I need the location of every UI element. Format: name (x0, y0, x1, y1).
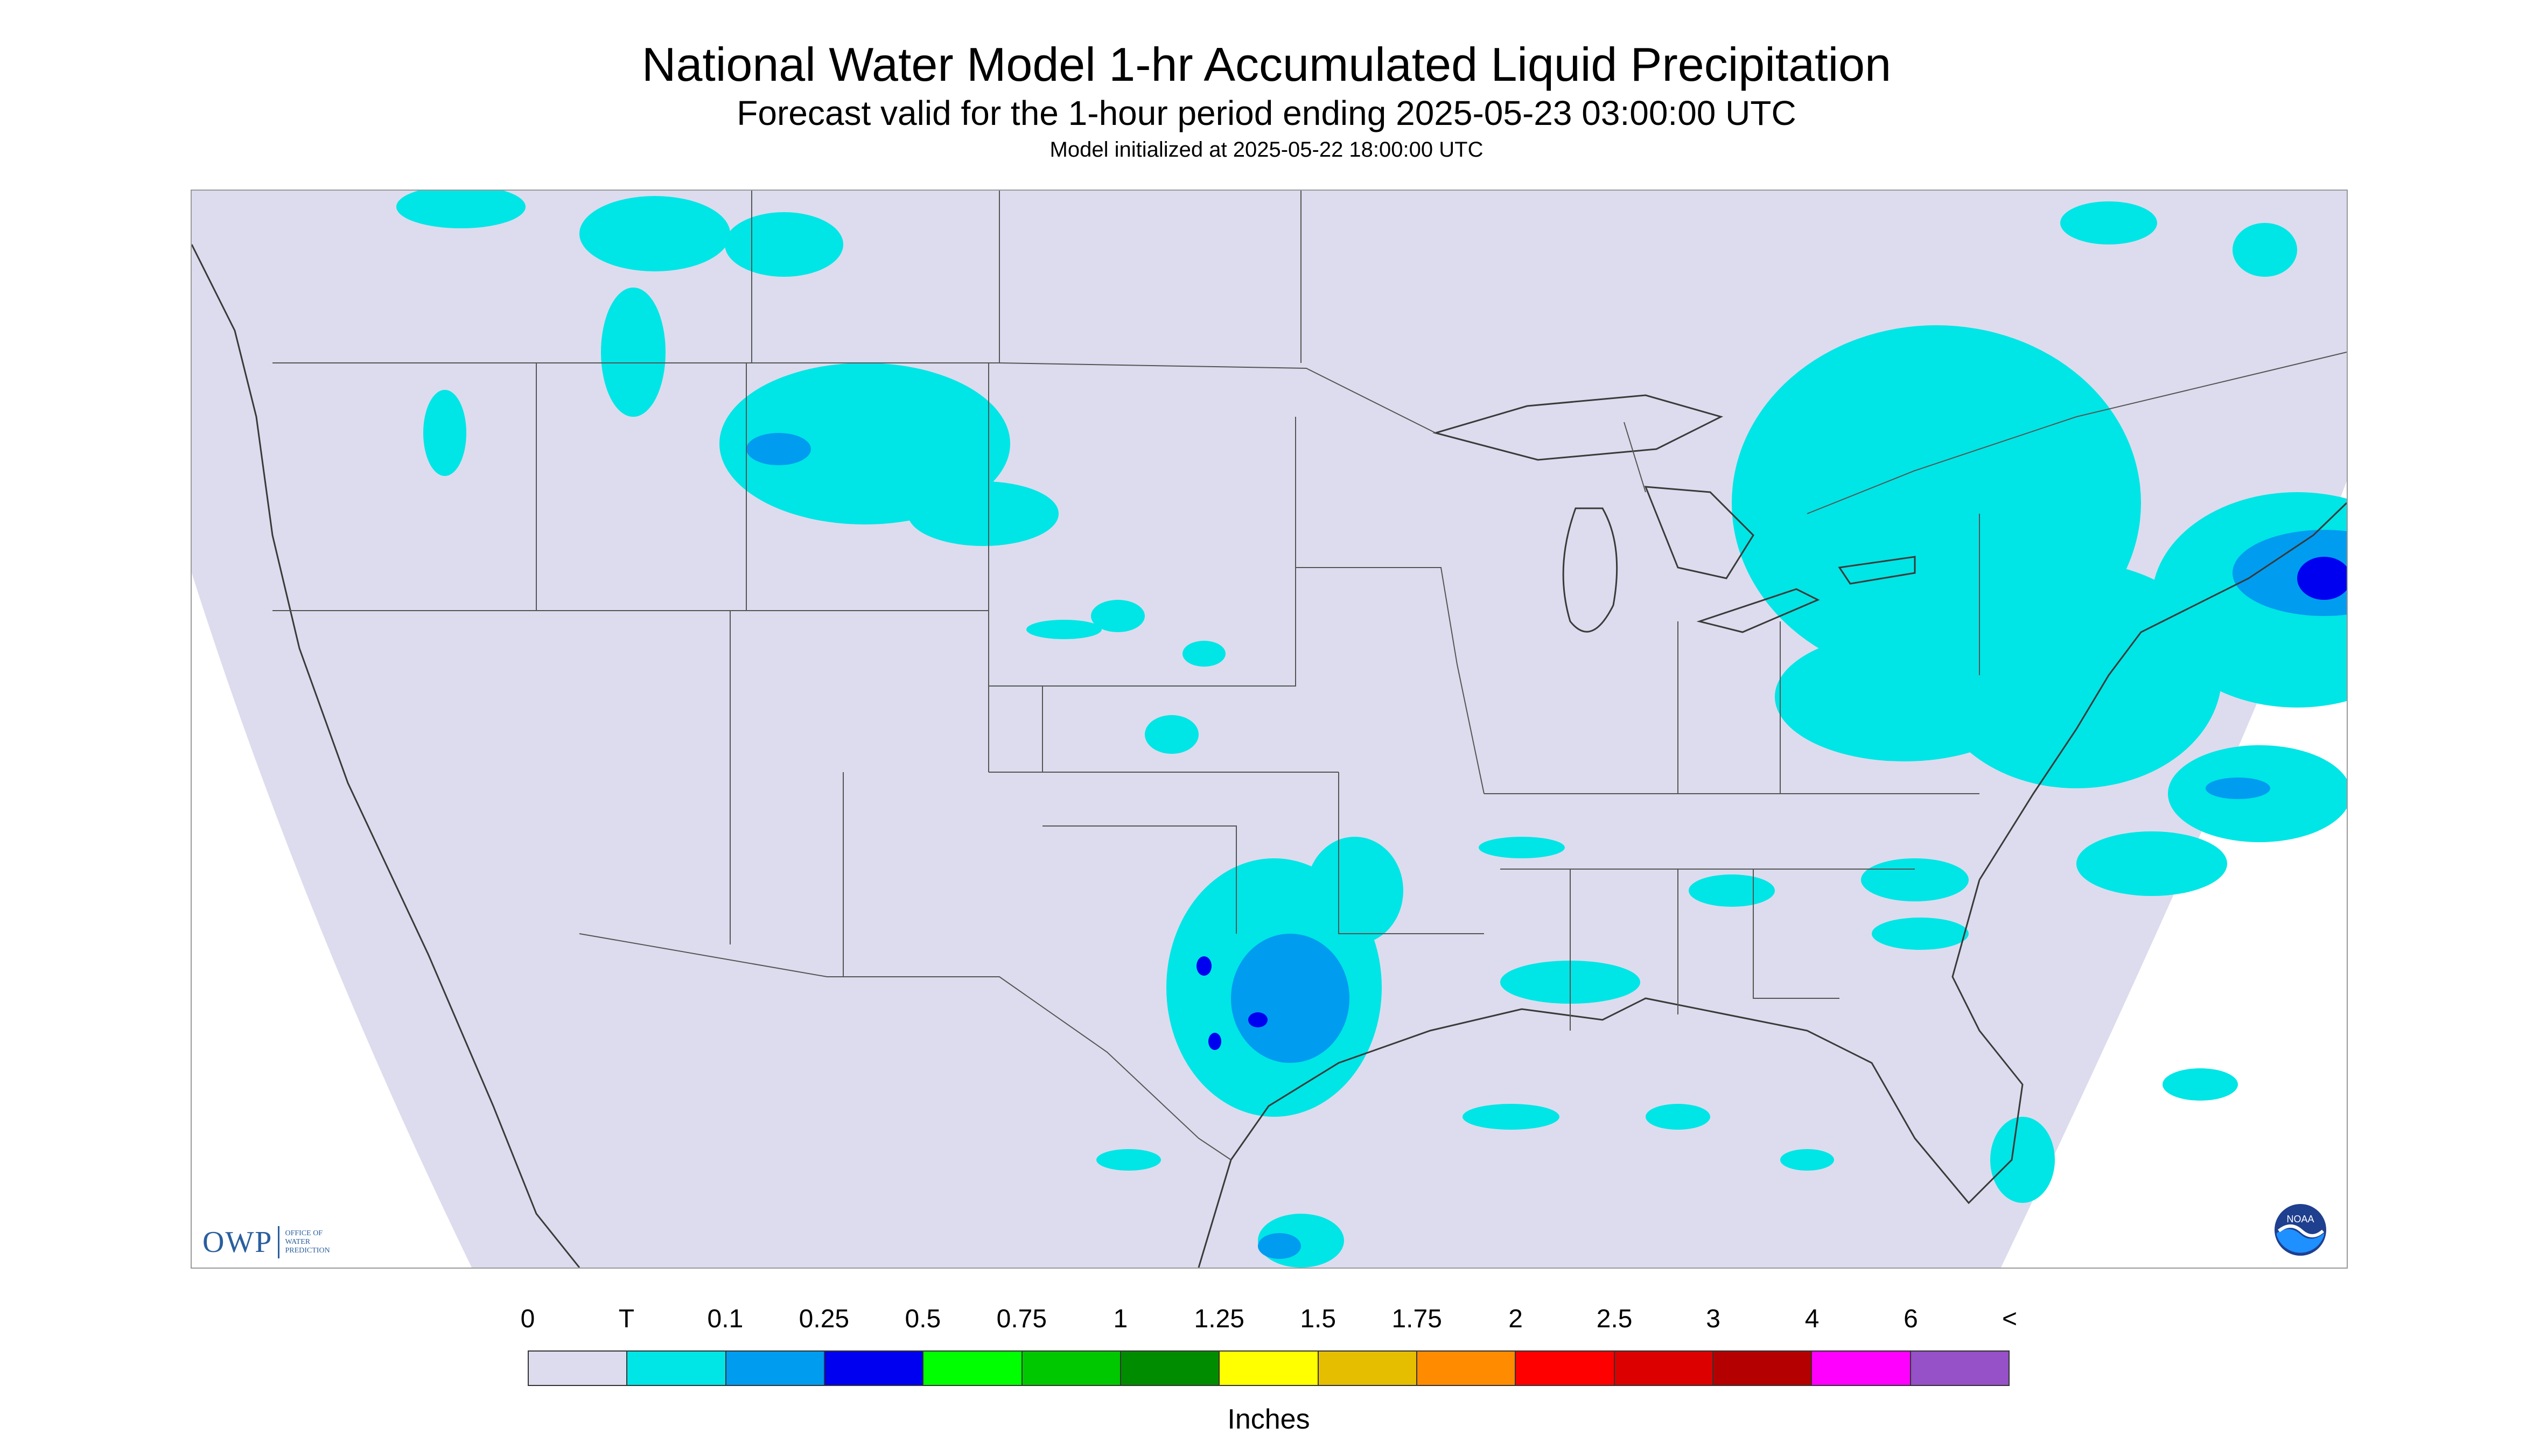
lake-ontario (1838, 556, 1916, 585)
owp-logo-abbrev: OWP (202, 1226, 273, 1259)
legend-swatch (626, 1350, 725, 1386)
legend-swatch (528, 1350, 627, 1386)
legend-tick: 0.25 (799, 1305, 850, 1333)
legend-tick: 0.5 (905, 1305, 941, 1333)
model-init-line: Model initialized at 2025-05-22 18:00:00… (1049, 138, 1484, 162)
legend-swatch (1416, 1350, 1515, 1386)
map-canvas (192, 191, 2347, 1268)
legend-swatch (1613, 1350, 1712, 1386)
lake-huron (1644, 486, 1754, 579)
precip-area-northern-rockies (719, 363, 1010, 524)
svg-text:NOAA: NOAA (2286, 1214, 2314, 1224)
owp-logo: OWP OFFICE OF WATER PREDICTION (202, 1223, 330, 1261)
noaa-logo-icon: NOAA (2275, 1204, 2326, 1256)
owp-logo-divider (278, 1226, 280, 1258)
owp-logo-text: OFFICE OF WATER PREDICTION (285, 1229, 330, 1255)
legend-swatch (1811, 1350, 1910, 1386)
legend-tick: 6 (1904, 1305, 1918, 1333)
legend-tick: 2.5 (1596, 1305, 1633, 1333)
lake-michigan (1562, 507, 1618, 633)
coastlines (192, 244, 2347, 1268)
lake-superior (1432, 394, 1724, 461)
legend-tick: 0 (520, 1305, 535, 1333)
legend-tick: 1.25 (1194, 1305, 1244, 1333)
precip-trace-areas (396, 191, 2347, 1268)
legend-swatch (1021, 1350, 1120, 1386)
state-borders (272, 191, 2347, 1160)
legend-swatch (823, 1350, 923, 1386)
gulf-coast (1198, 879, 2024, 1268)
us-mexico-border (579, 933, 1231, 1160)
legend-tick: 3 (1706, 1305, 1720, 1333)
legend-tick: 0.75 (996, 1305, 1047, 1333)
legend-swatch (1219, 1350, 1318, 1386)
legend-swatch (1317, 1350, 1416, 1386)
legend-tick: 1.75 (1391, 1305, 1442, 1333)
legend-tick: 1.5 (1300, 1305, 1337, 1333)
precip-moderate-areas (1196, 557, 2347, 1050)
legend-swatch (1712, 1350, 1811, 1386)
us-canada-border (272, 362, 1436, 433)
east-coast (1978, 502, 2347, 880)
legend-swatch (725, 1350, 824, 1386)
legend-tick: < (2002, 1305, 2018, 1333)
precipitation-map: OWP OFFICE OF WATER PREDICTION NOAA (191, 190, 2348, 1269)
legend-swatch (922, 1350, 1021, 1386)
legend-tick: 4 (1804, 1305, 1820, 1333)
legend-swatch (1909, 1350, 2010, 1386)
legend-tick: 1 (1113, 1305, 1128, 1333)
legend-tick: T (618, 1305, 635, 1333)
map-title: National Water Model 1-hr Accumulated Li… (641, 38, 1892, 91)
forecast-valid-subtitle: Forecast valid for the 1-hour period end… (737, 94, 1796, 132)
lake-erie (1696, 588, 1820, 633)
legend-swatch (1515, 1350, 1614, 1386)
legend-units-label: Inches (1227, 1404, 1310, 1435)
color-legend: 0 T 0.1 0.25 0.5 0.75 1 1.25 1.5 1.75 2 2.5 3 4 6 < Inc… (521, 1292, 2017, 1435)
west-coast (192, 244, 580, 1268)
legend-tick: 0.1 (707, 1305, 744, 1333)
legend-color-bar (528, 1350, 2010, 1386)
legend-tick: 2 (1508, 1305, 1523, 1333)
legend-swatch (1119, 1350, 1219, 1386)
